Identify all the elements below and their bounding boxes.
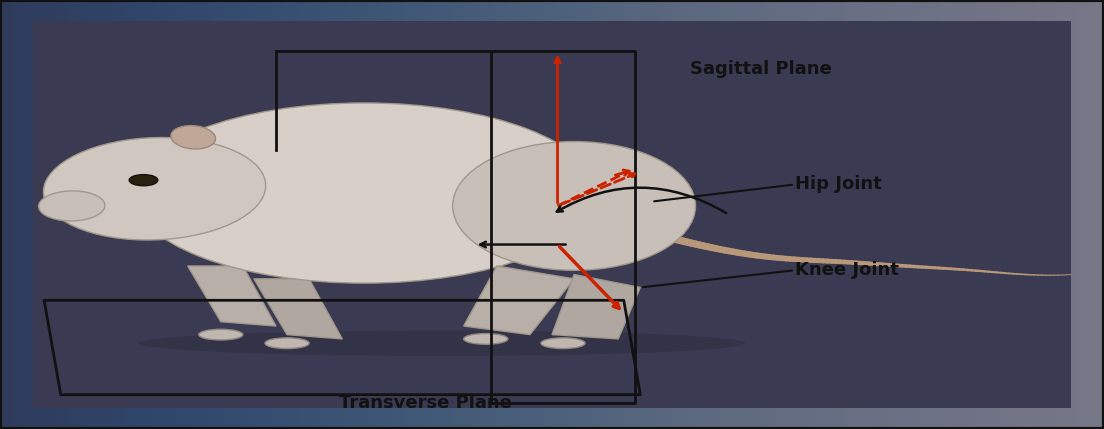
Text: Sagittal Plane: Sagittal Plane	[690, 60, 831, 78]
Ellipse shape	[265, 338, 309, 348]
Ellipse shape	[541, 338, 585, 348]
Polygon shape	[188, 266, 276, 326]
Ellipse shape	[43, 138, 266, 240]
Ellipse shape	[138, 330, 745, 356]
Ellipse shape	[453, 142, 696, 270]
Polygon shape	[552, 275, 640, 339]
Ellipse shape	[464, 334, 508, 344]
Ellipse shape	[39, 191, 105, 221]
Text: Knee Joint: Knee Joint	[795, 261, 899, 279]
Circle shape	[129, 175, 158, 186]
Polygon shape	[464, 266, 574, 335]
Ellipse shape	[132, 103, 596, 283]
Text: Transverse Plane: Transverse Plane	[339, 394, 511, 412]
Text: Hip Joint: Hip Joint	[795, 175, 882, 193]
Ellipse shape	[171, 126, 215, 149]
Polygon shape	[33, 21, 1071, 408]
Polygon shape	[254, 279, 342, 339]
Ellipse shape	[199, 329, 243, 340]
